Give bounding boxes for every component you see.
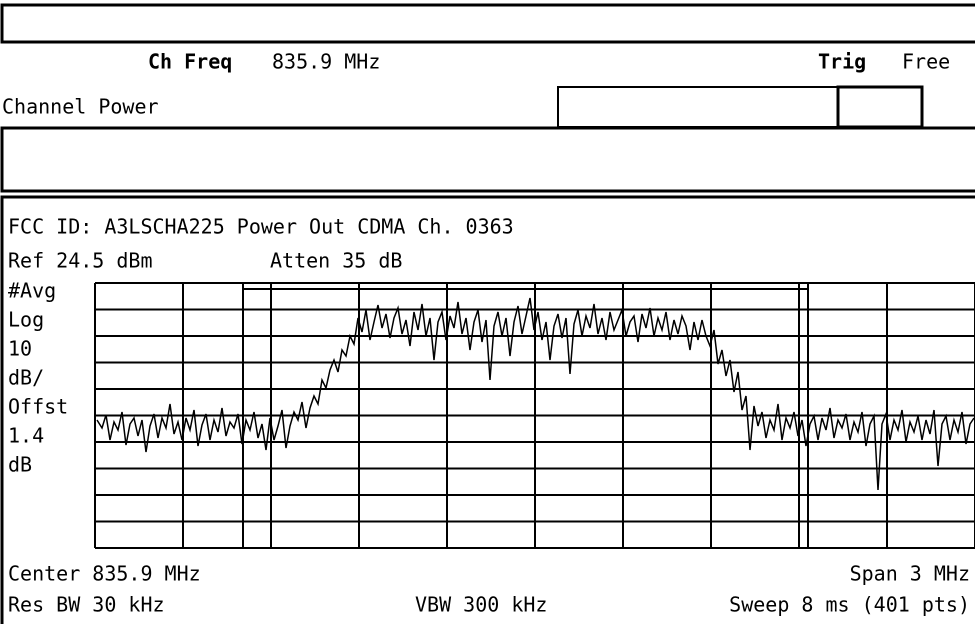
vbw: VBW 300 kHz [415,593,547,617]
left-label: 1.4 [8,424,44,448]
ch-freq-value: 835.9 MHz [272,50,380,74]
trig-value: Free [902,50,950,74]
left-label: #Avg [8,279,56,303]
message-box [0,126,975,193]
sweep: Sweep 8 ms (401 pts) [729,593,970,617]
trig-label: Trig [818,50,866,74]
left-label: Offst [8,395,68,419]
left-labels: #Avg Log 10 dB/Offst 1.4 dB [8,279,68,477]
left-label: dB [8,453,32,477]
span: Span 3 MHz [850,562,970,586]
status-box [836,85,924,129]
status-box [557,86,839,128]
ch-freq-label: Ch Freq [148,50,232,74]
trace [96,297,975,491]
mode-label: Channel Power [2,95,159,119]
res-bw: Res BW 30 kHz [8,593,165,617]
top-box [0,3,975,44]
ref-level: Ref 24.5 dBm [8,249,153,273]
screen-box [0,195,975,624]
attenuation: Atten 35 dB [270,249,402,273]
left-label: Log [8,308,44,332]
screen-title: FCC ID: A3LSCHA225 Power Out CDMA Ch. 03… [8,215,514,239]
left-label: dB/ [8,366,44,390]
center-freq: Center 835.9 MHz [8,562,201,586]
left-label: 10 [8,337,32,361]
